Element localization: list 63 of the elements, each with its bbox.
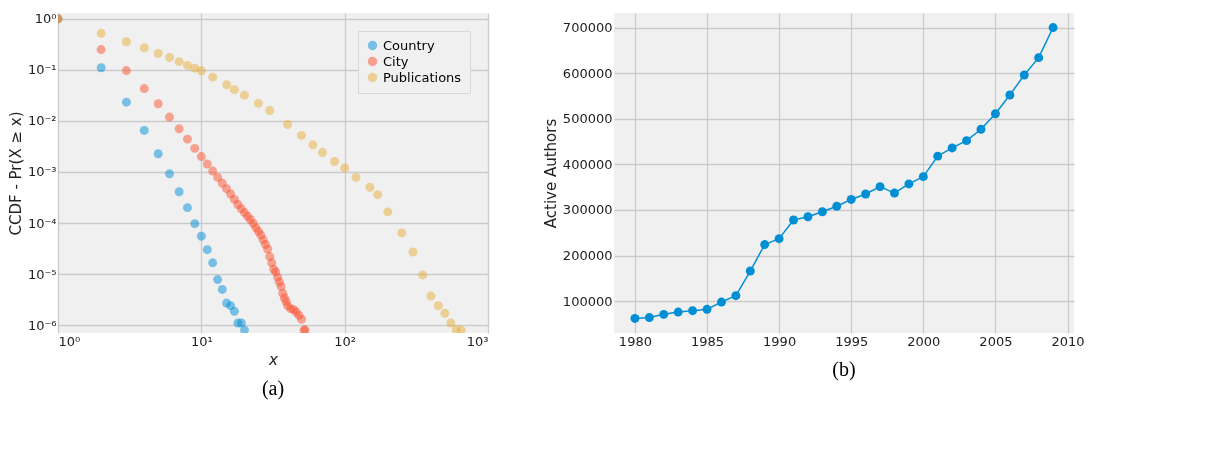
y-tick-label: 500000 bbox=[562, 111, 613, 127]
point bbox=[1048, 23, 1058, 33]
y-tick-label: 400000 bbox=[562, 156, 613, 172]
point bbox=[789, 215, 798, 225]
y-tick-label: 600000 bbox=[562, 65, 613, 81]
point bbox=[716, 297, 726, 307]
point bbox=[688, 306, 698, 316]
x-tick-label: 2010 bbox=[1051, 333, 1085, 349]
point bbox=[644, 313, 654, 323]
y-tick-label: 10⁻³ bbox=[27, 164, 57, 180]
point bbox=[933, 151, 943, 161]
text: (a) bbox=[261, 377, 285, 400]
point bbox=[774, 234, 784, 244]
y-axis-title: Active Authors bbox=[541, 118, 560, 229]
point bbox=[976, 124, 986, 134]
point bbox=[890, 188, 899, 198]
x-tick-label: 1985 bbox=[690, 333, 725, 349]
text: (b) bbox=[832, 358, 856, 381]
point bbox=[659, 309, 669, 319]
x-tick-label: 1995 bbox=[835, 333, 869, 349]
point bbox=[673, 307, 683, 317]
y-tick-label: 10⁻¹ bbox=[27, 62, 57, 78]
x-tick-label: 10³ bbox=[466, 333, 489, 349]
point bbox=[1034, 53, 1044, 63]
point bbox=[904, 179, 914, 189]
x-tick-label: 2000 bbox=[907, 333, 941, 349]
point bbox=[832, 201, 842, 211]
y-tick-label: 10⁻⁵ bbox=[27, 266, 57, 282]
point bbox=[861, 189, 871, 199]
legend-label: Country bbox=[383, 37, 435, 53]
point bbox=[846, 194, 856, 204]
y-tick-label: 200000 bbox=[562, 248, 613, 264]
x-tick-label: 10⁰ bbox=[58, 333, 81, 349]
point bbox=[702, 304, 712, 314]
point bbox=[630, 313, 640, 323]
point bbox=[1005, 90, 1015, 100]
point bbox=[918, 172, 928, 182]
point bbox=[947, 143, 957, 153]
x-tick-label: 1980 bbox=[618, 333, 652, 349]
x-tick-label: 1990 bbox=[763, 333, 797, 349]
y-tick-label: 300000 bbox=[562, 202, 613, 218]
y-tick-label: 10⁻⁴ bbox=[27, 215, 57, 231]
point bbox=[760, 240, 770, 250]
point bbox=[990, 109, 1000, 119]
legend-label: City bbox=[383, 53, 409, 69]
x-tick-label: 2005 bbox=[979, 333, 1013, 349]
y-axis-title: CCDF - Pr(X ≥ x) bbox=[6, 111, 25, 236]
point bbox=[731, 291, 741, 301]
y-tick-label: 700000 bbox=[562, 20, 613, 36]
y-tick-label: 10⁻⁶ bbox=[27, 317, 57, 333]
point bbox=[803, 212, 813, 222]
point bbox=[875, 182, 885, 192]
point bbox=[962, 136, 972, 146]
legend-label: Publications bbox=[383, 69, 462, 85]
x-axis-title: x bbox=[268, 350, 279, 369]
x-tick-label: 10² bbox=[334, 333, 357, 349]
point bbox=[1019, 70, 1029, 80]
x-tick-label: 10¹ bbox=[190, 333, 213, 349]
y-tick-label: 100000 bbox=[562, 293, 613, 309]
point bbox=[817, 207, 827, 217]
y-tick-label: 10⁰ bbox=[34, 11, 57, 27]
point bbox=[745, 266, 755, 276]
y-tick-label: 10⁻² bbox=[27, 113, 57, 129]
